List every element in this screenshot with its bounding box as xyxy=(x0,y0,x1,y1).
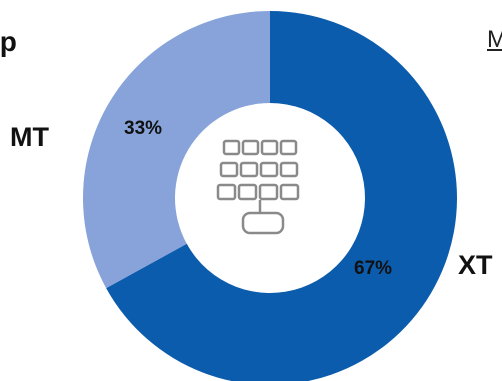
donut-slice-xt xyxy=(106,11,457,381)
donut-slices xyxy=(83,11,457,381)
data-label-mt: 33% xyxy=(124,118,163,139)
cropped-legend-fragment: M xyxy=(487,26,502,53)
data-label-xt: 67% xyxy=(354,258,393,279)
solar-panel-icon xyxy=(216,139,300,235)
donut-slice-mt xyxy=(83,11,270,289)
category-label-mt: MT xyxy=(10,122,49,152)
cropped-title-fragment: /p xyxy=(0,26,17,57)
category-label-xt: XT xyxy=(458,250,493,280)
